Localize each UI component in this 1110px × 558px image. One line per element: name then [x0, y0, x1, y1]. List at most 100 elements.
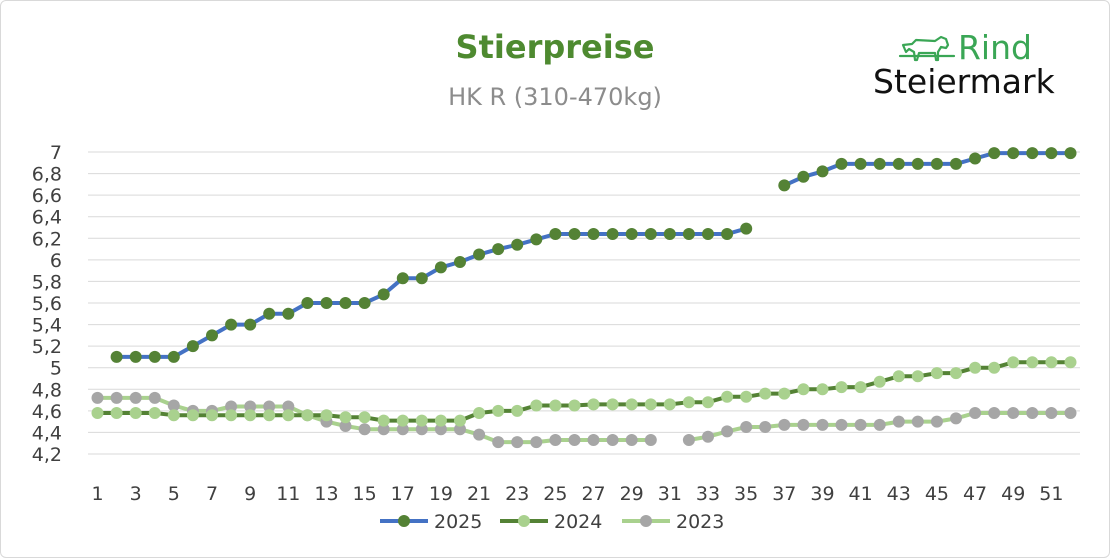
data-point [339, 420, 352, 432]
data-point [911, 157, 924, 170]
legend: 2025 2024 2023 [380, 511, 724, 533]
data-point [606, 434, 619, 446]
data-point [1045, 147, 1058, 160]
x-tick-label: 9 [244, 483, 256, 505]
gridlines [88, 151, 1080, 455]
data-point [568, 434, 581, 446]
data-point [797, 383, 810, 396]
x-tick-label: 17 [391, 483, 415, 505]
chart-title: Stierpreise [456, 28, 655, 66]
data-point [816, 383, 829, 396]
data-point [625, 434, 638, 446]
data-point [492, 243, 505, 256]
data-point [950, 367, 962, 380]
x-tick-label: 39 [810, 483, 834, 505]
legend-marker [518, 515, 530, 527]
data-point [415, 423, 428, 436]
data-point [969, 361, 982, 374]
x-tick-label: 37 [772, 483, 796, 505]
x-tick-label: 19 [429, 483, 453, 505]
data-point [492, 436, 505, 449]
data-point [206, 409, 218, 422]
data-point [1007, 356, 1020, 369]
y-tick-label: 6,8 [32, 164, 62, 186]
data-point [740, 390, 753, 403]
data-point [339, 411, 352, 424]
data-point [320, 297, 333, 309]
data-point [320, 409, 333, 422]
data-point [721, 425, 734, 438]
data-point [454, 256, 466, 268]
series-layer [91, 147, 1077, 449]
data-point [969, 152, 982, 165]
x-tick-label: 27 [581, 483, 605, 505]
data-point [663, 228, 676, 240]
cow-icon [898, 35, 956, 62]
x-tick-label: 7 [206, 483, 218, 505]
data-point [930, 157, 943, 170]
logo: Rind Steiermark [873, 28, 1056, 101]
data-point [415, 272, 428, 285]
legend-marker [640, 515, 652, 527]
x-tick-label: 5 [168, 483, 180, 505]
data-point [282, 400, 295, 413]
series-2024 [91, 356, 1077, 427]
data-point [625, 228, 638, 240]
y-axis-ticks: 4,24,44,64,855,25,45,65,866,26,46,66,87 [32, 142, 62, 466]
data-point [702, 396, 714, 409]
x-tick-label: 41 [849, 483, 873, 505]
data-point [873, 157, 886, 170]
data-point [225, 400, 238, 413]
data-point [167, 399, 180, 412]
data-point [682, 434, 695, 446]
series-line [783, 151, 1071, 188]
data-point [854, 381, 867, 394]
data-point [873, 418, 886, 431]
data-point [1026, 356, 1039, 369]
data-point [377, 414, 390, 427]
data-point [434, 261, 447, 274]
series-line [116, 226, 747, 359]
y-tick-label: 6,2 [32, 228, 62, 250]
data-point [930, 415, 943, 428]
data-point [568, 399, 581, 412]
y-tick-label: 4,6 [32, 401, 62, 423]
y-tick-label: 4,8 [32, 379, 62, 401]
data-point [110, 350, 123, 363]
data-point [930, 367, 943, 380]
data-point [282, 409, 295, 422]
data-point [186, 340, 199, 353]
data-point [473, 428, 486, 441]
data-point [186, 409, 199, 422]
data-point [1026, 147, 1039, 160]
data-point [148, 391, 161, 404]
data-point [282, 307, 295, 320]
y-tick-label: 7 [50, 142, 62, 164]
x-axis-ticks: 1 3 5 7 9 11 13 15 17 19 21 23 25 27 29 31 33 35 37 39 41 43 4… [91, 483, 1063, 505]
data-point [663, 398, 676, 411]
x-tick-label: 31 [658, 483, 682, 505]
data-point [950, 157, 962, 170]
data-point [682, 228, 695, 240]
data-point [568, 228, 581, 240]
data-point [492, 404, 505, 417]
data-point [530, 399, 543, 412]
data-point [511, 436, 524, 449]
data-point [129, 350, 142, 363]
data-point [797, 418, 810, 431]
legend-item-2025: 2025 [380, 511, 482, 533]
data-point [759, 421, 772, 433]
data-point [434, 414, 447, 427]
data-point [263, 409, 276, 422]
data-point [339, 297, 352, 309]
series-2025 [110, 147, 1077, 363]
data-point [358, 297, 371, 309]
data-point [682, 396, 695, 409]
x-tick-label: 43 [887, 483, 911, 505]
y-tick-label: 5 [50, 358, 62, 380]
data-point [816, 165, 829, 178]
data-point [206, 329, 218, 342]
y-tick-label: 4,2 [32, 444, 62, 466]
data-point [1026, 407, 1039, 419]
